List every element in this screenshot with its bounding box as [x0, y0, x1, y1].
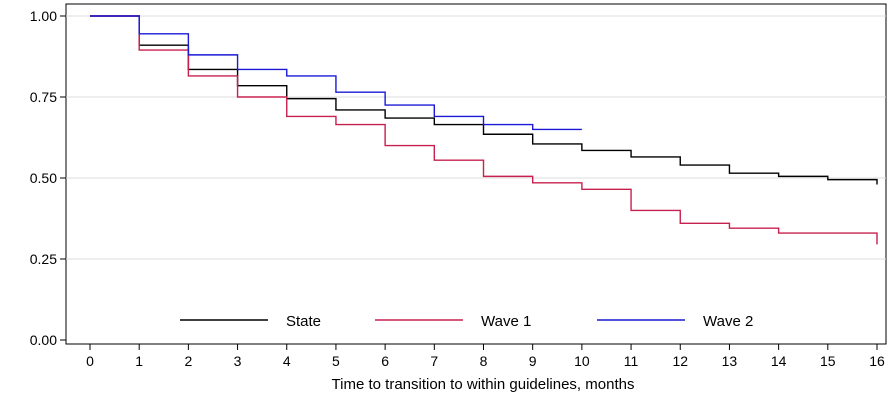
- x-tick-label: 3: [234, 353, 242, 369]
- x-tick-label: 8: [480, 353, 488, 369]
- x-tick-label: 10: [574, 353, 590, 369]
- x-tick-label: 1: [135, 353, 143, 369]
- x-tick-label: 12: [672, 353, 688, 369]
- series-line-state: [90, 15, 878, 185]
- grid-lines: [66, 15, 886, 260]
- x-tick-label: 2: [184, 353, 192, 369]
- x-tick-label: 11: [624, 353, 639, 369]
- legend-label: Wave 2: [703, 313, 753, 330]
- x-axis-title: Time to transition to within guidelines,…: [332, 376, 635, 393]
- x-tick-label: 4: [283, 353, 291, 369]
- y-tick-label: 0.50: [30, 170, 57, 186]
- legend-label: Wave 1: [481, 313, 531, 330]
- x-tick-label: 9: [529, 353, 537, 369]
- x-tick-label: 13: [722, 353, 738, 369]
- x-tick-label: 15: [820, 353, 836, 369]
- x-tick-label: 5: [332, 353, 340, 369]
- series-line-wave-1: [90, 15, 878, 245]
- y-tick-label: 0.00: [30, 332, 57, 348]
- legend-label: State: [286, 313, 321, 330]
- x-tick-label: 16: [869, 353, 885, 369]
- plot-area: [65, 3, 887, 345]
- axes: 0.000.250.500.751.000 1 2 3 4 5 6 7 8 9 10 11 12 13 14…: [30, 8, 885, 369]
- y-tick-label: 0.75: [30, 89, 57, 105]
- y-tick-label: 0.25: [30, 251, 57, 267]
- x-tick-label: 14: [771, 353, 787, 369]
- series-line-wave-2: [90, 15, 582, 131]
- y-tick-label: 1.00: [30, 8, 57, 24]
- series-lines: [90, 15, 878, 245]
- x-tick-label: 0: [86, 353, 94, 369]
- x-tick-label: 7: [430, 353, 438, 369]
- x-tick-label: 6: [381, 353, 389, 369]
- legend: State Wave 1 Wave 2: [180, 313, 753, 330]
